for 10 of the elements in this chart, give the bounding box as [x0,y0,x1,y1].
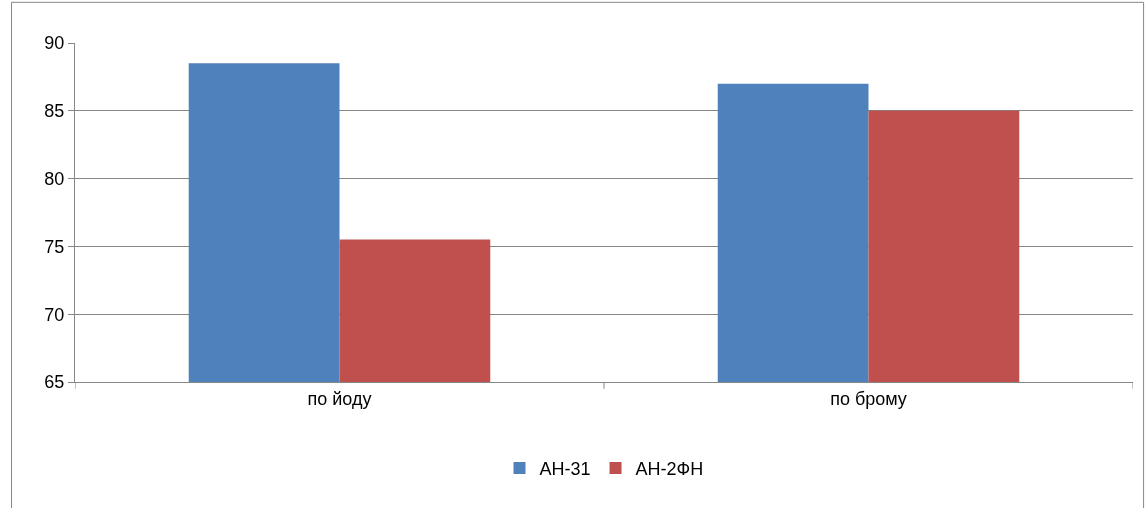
y-tick-label: 85 [44,101,65,122]
legend-label: АН-2ФН [635,459,704,480]
y-tick-label: 75 [44,236,65,257]
y-tick-label: 65 [44,372,65,393]
y-tick-label: 70 [44,304,65,325]
x-tick-label: по брому [830,388,907,409]
y-tick-label: 90 [44,33,65,54]
y-tick-label: 80 [44,168,65,189]
legend-label: АН-31 [539,459,591,480]
x-tick-label: по йоду [307,388,372,409]
